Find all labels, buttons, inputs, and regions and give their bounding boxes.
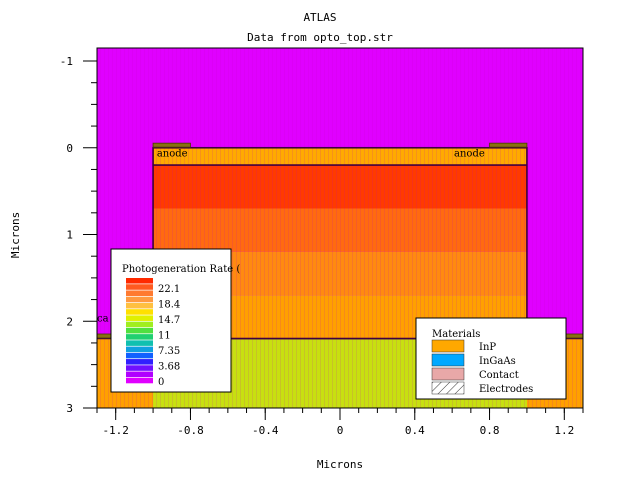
- x-tick-label: 0.8: [480, 424, 500, 437]
- colorbar-swatch: [126, 334, 153, 340]
- colorbar-swatch: [126, 371, 153, 378]
- colorbar-swatch: [126, 315, 153, 321]
- colorbar-swatch: [126, 302, 153, 309]
- colorbar-swatch: [126, 327, 153, 334]
- legend-swatch-ingaas: [431, 353, 465, 367]
- y-tick-label: 0: [66, 142, 73, 155]
- colorbar-swatch: [126, 321, 153, 328]
- colorbar-title: Photogeneration Rate (: [122, 264, 240, 275]
- y-tick-label: 1: [66, 229, 73, 242]
- x-axis-label: Microns: [317, 458, 363, 471]
- legend-swatch-electrodes: [431, 381, 465, 395]
- y-tick-label: -1: [60, 55, 73, 68]
- legend-label: Electrodes: [479, 384, 533, 395]
- chart-subtitle: Data from opto_top.str: [247, 31, 393, 44]
- legend-swatch-contact: [431, 367, 465, 381]
- x-tick-label: -0.4: [252, 424, 279, 437]
- colorbar-swatch: [126, 377, 153, 384]
- colorbar-label: 0: [158, 377, 164, 388]
- y-tick-label: 3: [66, 402, 73, 415]
- x-tick-label: -0.8: [177, 424, 204, 437]
- colorbar-swatch: [126, 346, 153, 353]
- colorbar-swatch: [126, 352, 153, 359]
- electrode-anode-right: [489, 142, 528, 148]
- region-label: anode: [454, 148, 485, 159]
- colorbar-swatch: [126, 340, 153, 346]
- electrode-anode-left: [152, 142, 191, 148]
- colorbar-swatch: [126, 309, 153, 315]
- y-axis-label: Microns: [9, 212, 22, 258]
- colorbar-swatch: [126, 296, 153, 303]
- legend-label: InP: [479, 342, 496, 353]
- region-label: ca: [97, 313, 109, 324]
- colorbar-label: 14.7: [158, 315, 180, 326]
- legend-label: InGaAs: [479, 356, 516, 367]
- colorbar-label: 18.4: [158, 300, 180, 311]
- colorbar-swatch: [126, 365, 153, 371]
- x-tick-label: 0: [337, 424, 344, 437]
- y-tick-label: 2: [66, 315, 73, 328]
- chart-title: ATLAS: [303, 11, 337, 24]
- legend-swatch-inp: [431, 339, 465, 353]
- colorbar-swatch: [126, 359, 153, 365]
- legend-label: Contact: [479, 370, 519, 381]
- x-tick-label: -1.2: [102, 424, 129, 437]
- legend-title: Materials: [432, 329, 480, 340]
- x-tick-label: 0.4: [405, 424, 425, 437]
- colorbar-label: 3.68: [158, 362, 180, 373]
- colorbar-swatch: [126, 290, 153, 297]
- region-label: anode: [157, 148, 188, 159]
- x-tick-label: 1.2: [554, 424, 574, 437]
- colorbar-label: 11: [158, 331, 171, 342]
- colorbar-swatch: [126, 278, 153, 284]
- colorbar-label: 7.35: [158, 346, 180, 357]
- colorbar-label: 22.1: [158, 284, 180, 295]
- colorbar-swatch: [126, 284, 153, 290]
